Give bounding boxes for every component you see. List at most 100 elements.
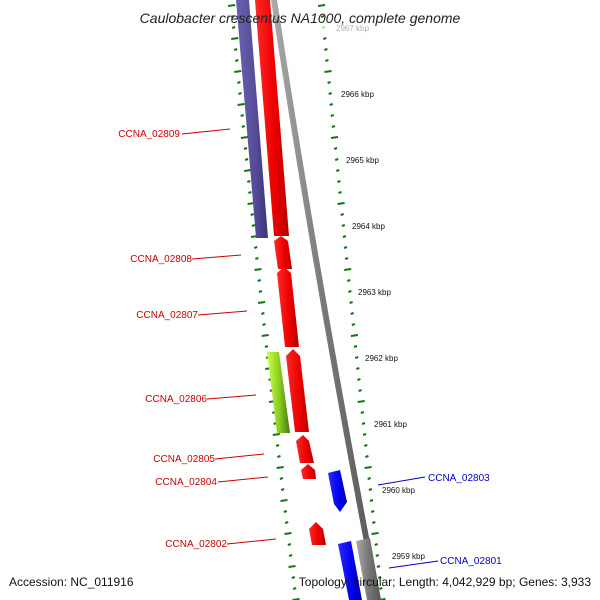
gene-ccna-02806-cds-feature[interactable] [286,349,309,432]
gene-ccna-02809-cds-feature[interactable] [255,0,289,236]
ruler-tick [368,488,373,491]
ruler-tick [344,268,352,271]
gene-label-ccna-02806[interactable]: CCNA_02806 [145,394,207,405]
ruler-label-2963: 2963 kbp [358,288,391,297]
gene-ccna-02808-feature[interactable] [274,236,292,269]
ruler-tick [337,180,341,183]
gene-label-ccna-02801[interactable]: CCNA_02801 [440,556,502,567]
ruler-tick [349,301,353,304]
ruler-tick [355,367,360,370]
ruler-tick [233,48,238,51]
ruler-tick [227,4,236,7]
ruler-tick [324,70,332,73]
ruler-tick [264,345,269,348]
ruler-tick [237,81,241,84]
ruler-tick [358,389,362,392]
ruler-tick [283,510,288,513]
ruler-tick [338,191,342,194]
leader-ccna-02802 [226,538,277,545]
ruler-tick [330,114,335,117]
gene-ccna-02809-feature[interactable] [236,0,268,238]
ruler-tick [284,532,292,535]
ruler-tick [243,147,248,150]
ruler-tick [351,323,356,326]
ruler-tick [362,433,367,436]
ruler-tick [248,191,252,194]
ruler-tick [317,4,326,7]
genome-backbone [271,0,381,600]
ruler-tick [280,499,288,502]
ruler-label-2959: 2959 kbp [392,552,425,561]
ruler-tick [251,224,256,227]
ruler-tick [277,455,281,458]
gene-label-ccna-02808[interactable]: CCNA_02808 [130,254,192,265]
ruler-tick [353,345,358,348]
ruler-tick [376,565,381,568]
ruler-label-2965: 2965 kbp [346,156,379,165]
gene-label-ccna-02802[interactable]: CCNA_02802 [165,539,227,550]
leader-ccna-02809 [181,128,231,135]
ruler-tick [335,169,340,172]
ruler-tick [371,532,379,535]
ruler-tick [354,356,359,359]
ruler-tick [371,521,376,524]
ruler-tick [276,466,284,469]
ruler-tick [288,554,293,557]
gene-ccna-02806-feature[interactable] [267,352,290,433]
ruler-tick [288,565,296,568]
ruler-tick [241,125,246,128]
ruler-tick [327,81,331,84]
ruler-tick [324,48,328,51]
ruler-tick [340,213,345,216]
ruler-tick [370,510,375,513]
gene-label-ccna-02805[interactable]: CCNA_02805 [153,454,215,465]
ruler-tick [341,224,346,227]
ruler-tick [365,455,369,458]
ruler-tick [357,400,365,403]
ruler-tick [344,257,349,260]
ruler-tick [261,334,269,337]
ruler-tick [378,587,383,590]
ruler-tick [330,136,339,139]
ruler-tick [322,37,327,40]
ruler-tick [244,169,252,172]
leader-ccna-02808 [191,254,242,260]
ruler-tick [363,444,368,447]
ruler-tick [361,422,366,425]
ruler-tick [334,158,339,161]
ruler-tick [257,279,262,282]
ruler-tick [342,235,347,238]
gene-ccna-02801-gray-feature[interactable] [356,538,381,600]
gene-ccna-02807-feature[interactable] [277,267,299,347]
gene-label-ccna-02807[interactable]: CCNA_02807 [136,310,198,321]
ruler-tick [375,554,380,557]
ruler-label-2967: 2967 kbp [336,24,369,33]
leader-ccna-02803 [377,476,426,486]
ruler-tick [329,103,334,106]
leader-ccna-02807 [197,310,248,316]
gene-label-ccna-02809[interactable]: CCNA_02809 [118,129,180,140]
gene-ccna-02801-feature[interactable] [338,541,362,600]
leader-ccna-02804 [217,476,269,483]
gene-ccna-02804-feature[interactable] [301,464,316,479]
ruler-tick [377,576,382,579]
leader-ccna-02805 [214,453,265,460]
ruler-label-2964: 2964 kbp [352,222,385,231]
ruler-tick [320,15,325,18]
gene-ccna-02805-feature[interactable] [296,435,314,463]
ruler-tick [331,125,336,128]
ruler-tick [284,521,289,524]
ruler-tick [231,37,239,40]
ruler-tick [272,433,280,436]
ruler-tick [360,411,365,414]
ruler-tick [279,477,284,480]
gene-ccna-02802-feature[interactable] [309,522,326,545]
ruler-tick [230,15,235,18]
gene-label-ccna-02804[interactable]: CCNA_02804 [155,477,217,488]
ruler-tick [337,202,345,205]
gene-label-ccna-02803[interactable]: CCNA_02803 [428,473,490,484]
ruler-tick [364,466,372,469]
gene-ccna-02803-feature[interactable] [328,470,347,512]
ruler-tick [234,59,239,62]
ruler-tick [333,147,338,150]
